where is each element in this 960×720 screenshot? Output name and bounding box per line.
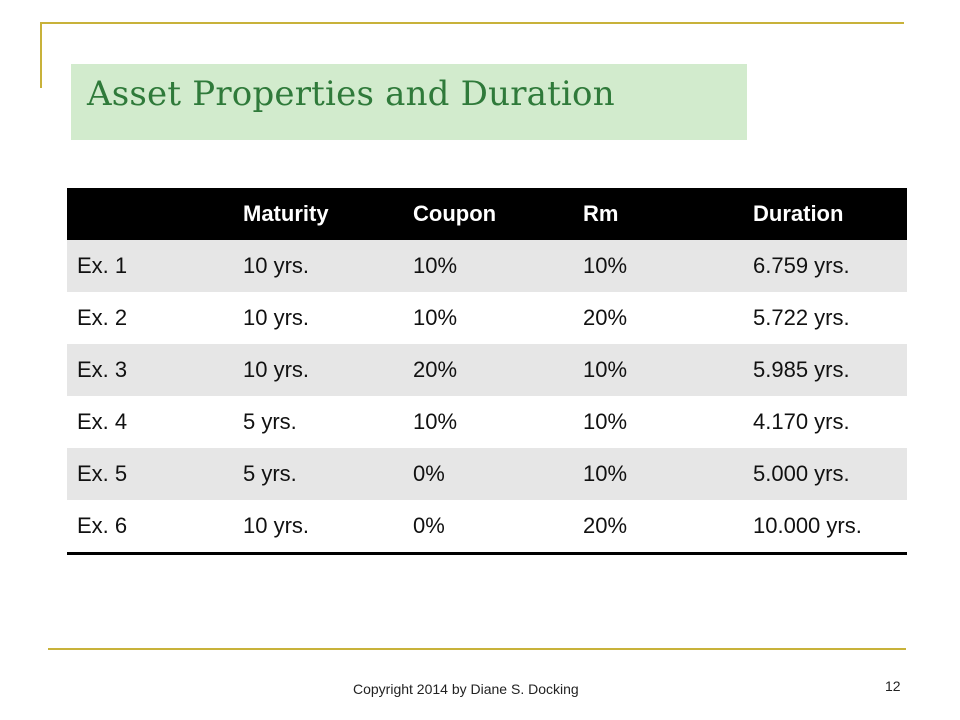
cell-duration: 4.170 yrs. [753,409,850,434]
cell-example: Ex. 6 [67,500,233,555]
cell-maturity: 10 yrs. [243,305,310,330]
cell-example: Ex. 4 [77,409,128,434]
cell-duration: 6.759 yrs. [743,240,907,292]
cell-coupon: 0% [403,500,573,555]
cell-coupon: 0% [403,448,573,500]
top-horizontal-rule [40,22,904,24]
cell-example: Ex. 1 [67,240,233,292]
cell-maturity: 5 yrs. [233,448,403,500]
copyright-footer: Copyright 2014 by Diane S. Docking [353,681,579,697]
table-row: Ex. 3 10 yrs. 20% 10% 5.985 yrs. [67,344,907,396]
cell-duration: 5.722 yrs. [753,305,850,330]
cell-rm: 10% [573,448,743,500]
table-row: Ex. 1 10 yrs. 10% 10% 6.759 yrs. [67,240,907,292]
cell-rm: 20% [573,500,743,555]
page-number: 12 [885,678,901,694]
table-row: Ex. 5 5 yrs. 0% 10% 5.000 yrs. [67,448,907,500]
table-row: Ex. 2 10 yrs. 10% 20% 5.722 yrs. [67,292,907,344]
bottom-horizontal-rule [48,648,906,650]
cell-coupon: 10% [403,240,573,292]
table-row: Ex. 6 10 yrs. 0% 20% 10.000 yrs. [67,500,907,555]
cell-maturity: 10 yrs. [233,500,403,555]
cell-maturity: 10 yrs. [233,240,403,292]
cell-maturity: 10 yrs. [233,344,403,396]
cell-example: Ex. 5 [67,448,233,500]
slide-title: Asset Properties and Duration [87,74,615,114]
cell-rm: 20% [583,305,628,330]
cell-coupon: 20% [403,344,573,396]
cell-rm: 10% [573,344,743,396]
cell-rm: 10% [573,240,743,292]
cell-example: Ex. 2 [77,305,128,330]
top-vertical-rule [40,22,42,88]
cell-example: Ex. 3 [67,344,233,396]
cell-duration: 10.000 yrs. [743,500,907,555]
title-banner: Asset Properties and Duration [71,64,747,140]
cell-coupon: 10% [413,409,458,434]
cell-rm: 10% [583,409,628,434]
header-cell-example [67,188,233,240]
duration-table: Maturity Coupon Rm Duration Ex. 1 10 yrs… [67,188,907,555]
header-cell-duration: Duration [743,188,907,240]
table-row: Ex. 4 5 yrs. 10% 10% 4.170 yrs. [67,396,907,448]
cell-duration: 5.985 yrs. [743,344,907,396]
cell-coupon: 10% [413,305,458,330]
cell-duration: 5.000 yrs. [743,448,907,500]
table-header-row: Maturity Coupon Rm Duration [67,188,907,240]
header-cell-rm: Rm [573,188,743,240]
header-cell-maturity: Maturity [233,188,403,240]
header-cell-coupon: Coupon [403,188,573,240]
cell-maturity: 5 yrs. [243,409,297,434]
